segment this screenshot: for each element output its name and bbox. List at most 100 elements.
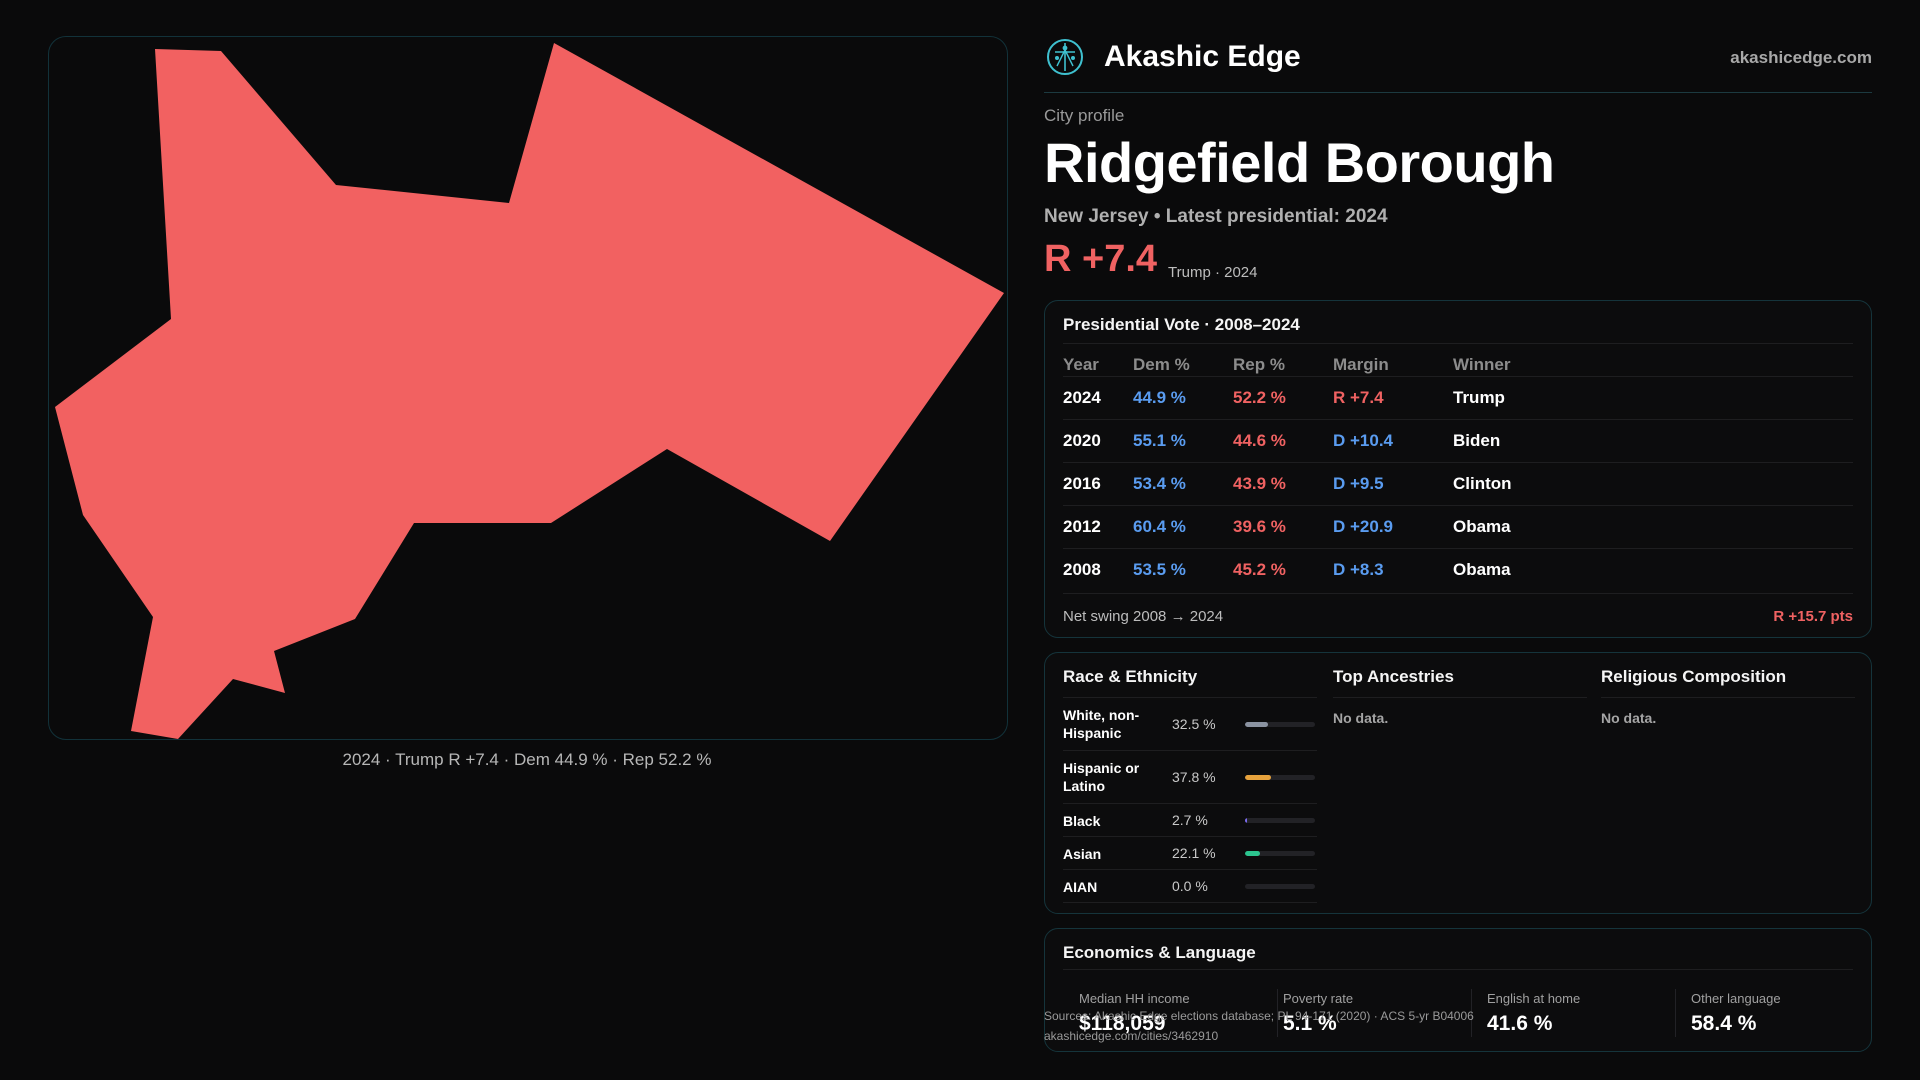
race-bar-fill (1245, 851, 1261, 856)
column-header: Year (1063, 355, 1099, 374)
race-label: White, non-Hispanic (1063, 707, 1140, 741)
card-title: Economics & Language (1063, 943, 1256, 962)
latest-margin: R +7.4 (1044, 238, 1158, 280)
stat-poverty-rate: Poverty rate 5.1 % (1283, 991, 1473, 1051)
table-row[interactable]: 2016 53.4 % 43.9 % D +9.5 Clinton (1063, 462, 1853, 505)
stat-label: English at home (1487, 991, 1581, 1006)
race-row: Black 2.7 % (1063, 804, 1317, 837)
column-header: Rep % (1233, 355, 1285, 374)
header: Akashic Edge akashicedge.com (1044, 36, 1872, 93)
column-header: Dem % (1133, 355, 1190, 374)
race-bar-fill (1245, 775, 1272, 780)
race-bar (1245, 818, 1315, 823)
stat-value: 58.4 % (1691, 1012, 1757, 1035)
stat-value: 41.6 % (1487, 1012, 1553, 1035)
margin-cell: R +7.4 (1333, 388, 1384, 407)
race-value: 0.0 % (1172, 878, 1208, 894)
latest-margin-note: Trump · 2024 (1168, 264, 1258, 281)
city-boundary-map[interactable] (49, 37, 1007, 739)
dem-pct-cell: 60.4 % (1133, 517, 1186, 536)
margin-cell: D +20.9 (1333, 517, 1394, 536)
winner-cell: Obama (1453, 560, 1511, 579)
column-header: Margin (1333, 355, 1389, 374)
stat-median-income: Median HH income $118,059 (1079, 991, 1269, 1051)
race-bar-fill (1245, 722, 1268, 727)
rep-pct-cell: 43.9 % (1233, 474, 1286, 493)
section-title: Top Ancestries (1333, 667, 1587, 698)
margin-cell: D +8.3 (1333, 560, 1384, 579)
stat-english-at-home: English at home 41.6 % (1487, 991, 1677, 1051)
site-url[interactable]: akashicedge.com (1730, 48, 1872, 67)
margin-cell: D +9.5 (1333, 474, 1384, 493)
winner-cell: Trump (1453, 388, 1505, 407)
rep-pct-cell: 52.2 % (1233, 388, 1286, 407)
demographics-card: Race & Ethnicity White, non-Hispanic 32.5… (1044, 652, 1872, 914)
race-ethnicity-section: Race & Ethnicity White, non-Hispanic 32.5… (1063, 667, 1317, 903)
stat-label: Median HH income (1079, 991, 1190, 1006)
source-note: Sources: Akashic Edge elections database… (1044, 1006, 1474, 1046)
race-row: Hispanic or Latino 37.8 % (1063, 751, 1317, 804)
top-ancestries-section: Top Ancestries No data. (1333, 667, 1587, 726)
map-panel[interactable] (48, 36, 1008, 740)
year-cell: 2024 (1063, 388, 1101, 407)
margin-cell: D +10.4 (1333, 431, 1394, 450)
section-title: Race & Ethnicity (1063, 667, 1317, 698)
year-cell: 2020 (1063, 431, 1101, 450)
dem-pct-cell: 53.5 % (1133, 560, 1186, 579)
stat-label: Poverty rate (1283, 991, 1354, 1006)
dem-pct-cell: 44.9 % (1133, 388, 1186, 407)
page-subtitle: New Jersey • Latest presidential: 2024 (1044, 206, 1388, 227)
net-swing-label: Net swing 2008 → 2024 (1063, 608, 1224, 625)
race-value: 2.7 % (1172, 812, 1208, 828)
race-value: 22.1 % (1172, 845, 1216, 861)
race-label: AIAN (1063, 879, 1098, 895)
city-boundary-shape[interactable] (55, 43, 1004, 739)
religious-composition-section: Religious Composition No data. (1601, 667, 1855, 726)
race-bar (1245, 775, 1315, 780)
winner-cell: Obama (1453, 517, 1511, 536)
table-header: Year Dem % Rep % Margin Winner (1063, 343, 1853, 376)
table-row[interactable]: 2020 55.1 % 44.6 % D +10.4 Biden (1063, 419, 1853, 462)
year-cell: 2012 (1063, 517, 1101, 536)
dem-pct-cell: 53.4 % (1133, 474, 1186, 493)
card-title: Presidential Vote · 2008–2024 (1063, 315, 1300, 334)
race-bar-fill (1245, 818, 1247, 823)
race-bar (1245, 884, 1315, 889)
rep-pct-cell: 44.6 % (1233, 431, 1286, 450)
dem-pct-cell: 55.1 % (1133, 431, 1186, 450)
table-row[interactable]: 2008 53.5 % 45.2 % D +8.3 Obama (1063, 548, 1853, 591)
stat-other-language: Other language 58.4 % (1691, 991, 1861, 1051)
economics-language-card: Economics & Language Median HH income $1… (1044, 928, 1872, 1052)
column-header: Winner (1453, 355, 1511, 374)
rep-pct-cell: 45.2 % (1233, 560, 1286, 579)
empty-state: No data. (1601, 710, 1657, 726)
race-label: Black (1063, 813, 1101, 829)
tree-of-life-icon (1047, 39, 1083, 75)
page-kicker: City profile (1044, 106, 1125, 125)
year-cell: 2008 (1063, 560, 1101, 579)
source-text: Sources: Akashic Edge elections database… (1044, 1009, 1474, 1023)
stat-value: 5.1 % (1283, 1012, 1337, 1035)
race-row: White, non-Hispanic 32.5 % (1063, 698, 1317, 751)
year-cell: 2016 (1063, 474, 1101, 493)
table-row[interactable]: 2024 44.9 % 52.2 % R +7.4 Trump (1063, 376, 1853, 419)
race-value: 37.8 % (1172, 769, 1216, 785)
brand-name[interactable]: Akashic Edge (1104, 40, 1301, 73)
rep-pct-cell: 39.6 % (1233, 517, 1286, 536)
table-row[interactable]: 2012 60.4 % 39.6 % D +20.9 Obama (1063, 505, 1853, 548)
net-swing: Net swing 2008 → 2024 R +15.7 pts (1063, 593, 1853, 634)
race-bar (1245, 851, 1315, 856)
race-label: Hispanic or Latino (1063, 760, 1140, 794)
empty-state: No data. (1333, 710, 1389, 726)
race-label: Asian (1063, 846, 1102, 862)
map-caption: 2024 · Trump R +7.4 · Dem 44.9 % · Rep 5… (342, 750, 712, 769)
stat-label: Other language (1691, 991, 1781, 1006)
presidential-vote-card: Presidential Vote · 2008–2024 Year Dem %… (1044, 300, 1872, 638)
vote-table: Year Dem % Rep % Margin Winner 2024 44.9 … (1063, 343, 1853, 591)
winner-cell: Biden (1453, 431, 1501, 450)
page-title: Ridgefield Borough (1044, 131, 1555, 194)
source-link[interactable]: akashicedge.com/cities/3462910 (1044, 1029, 1219, 1043)
winner-cell: Clinton (1453, 474, 1512, 493)
race-value: 32.5 % (1172, 716, 1216, 732)
race-bar (1245, 722, 1315, 727)
